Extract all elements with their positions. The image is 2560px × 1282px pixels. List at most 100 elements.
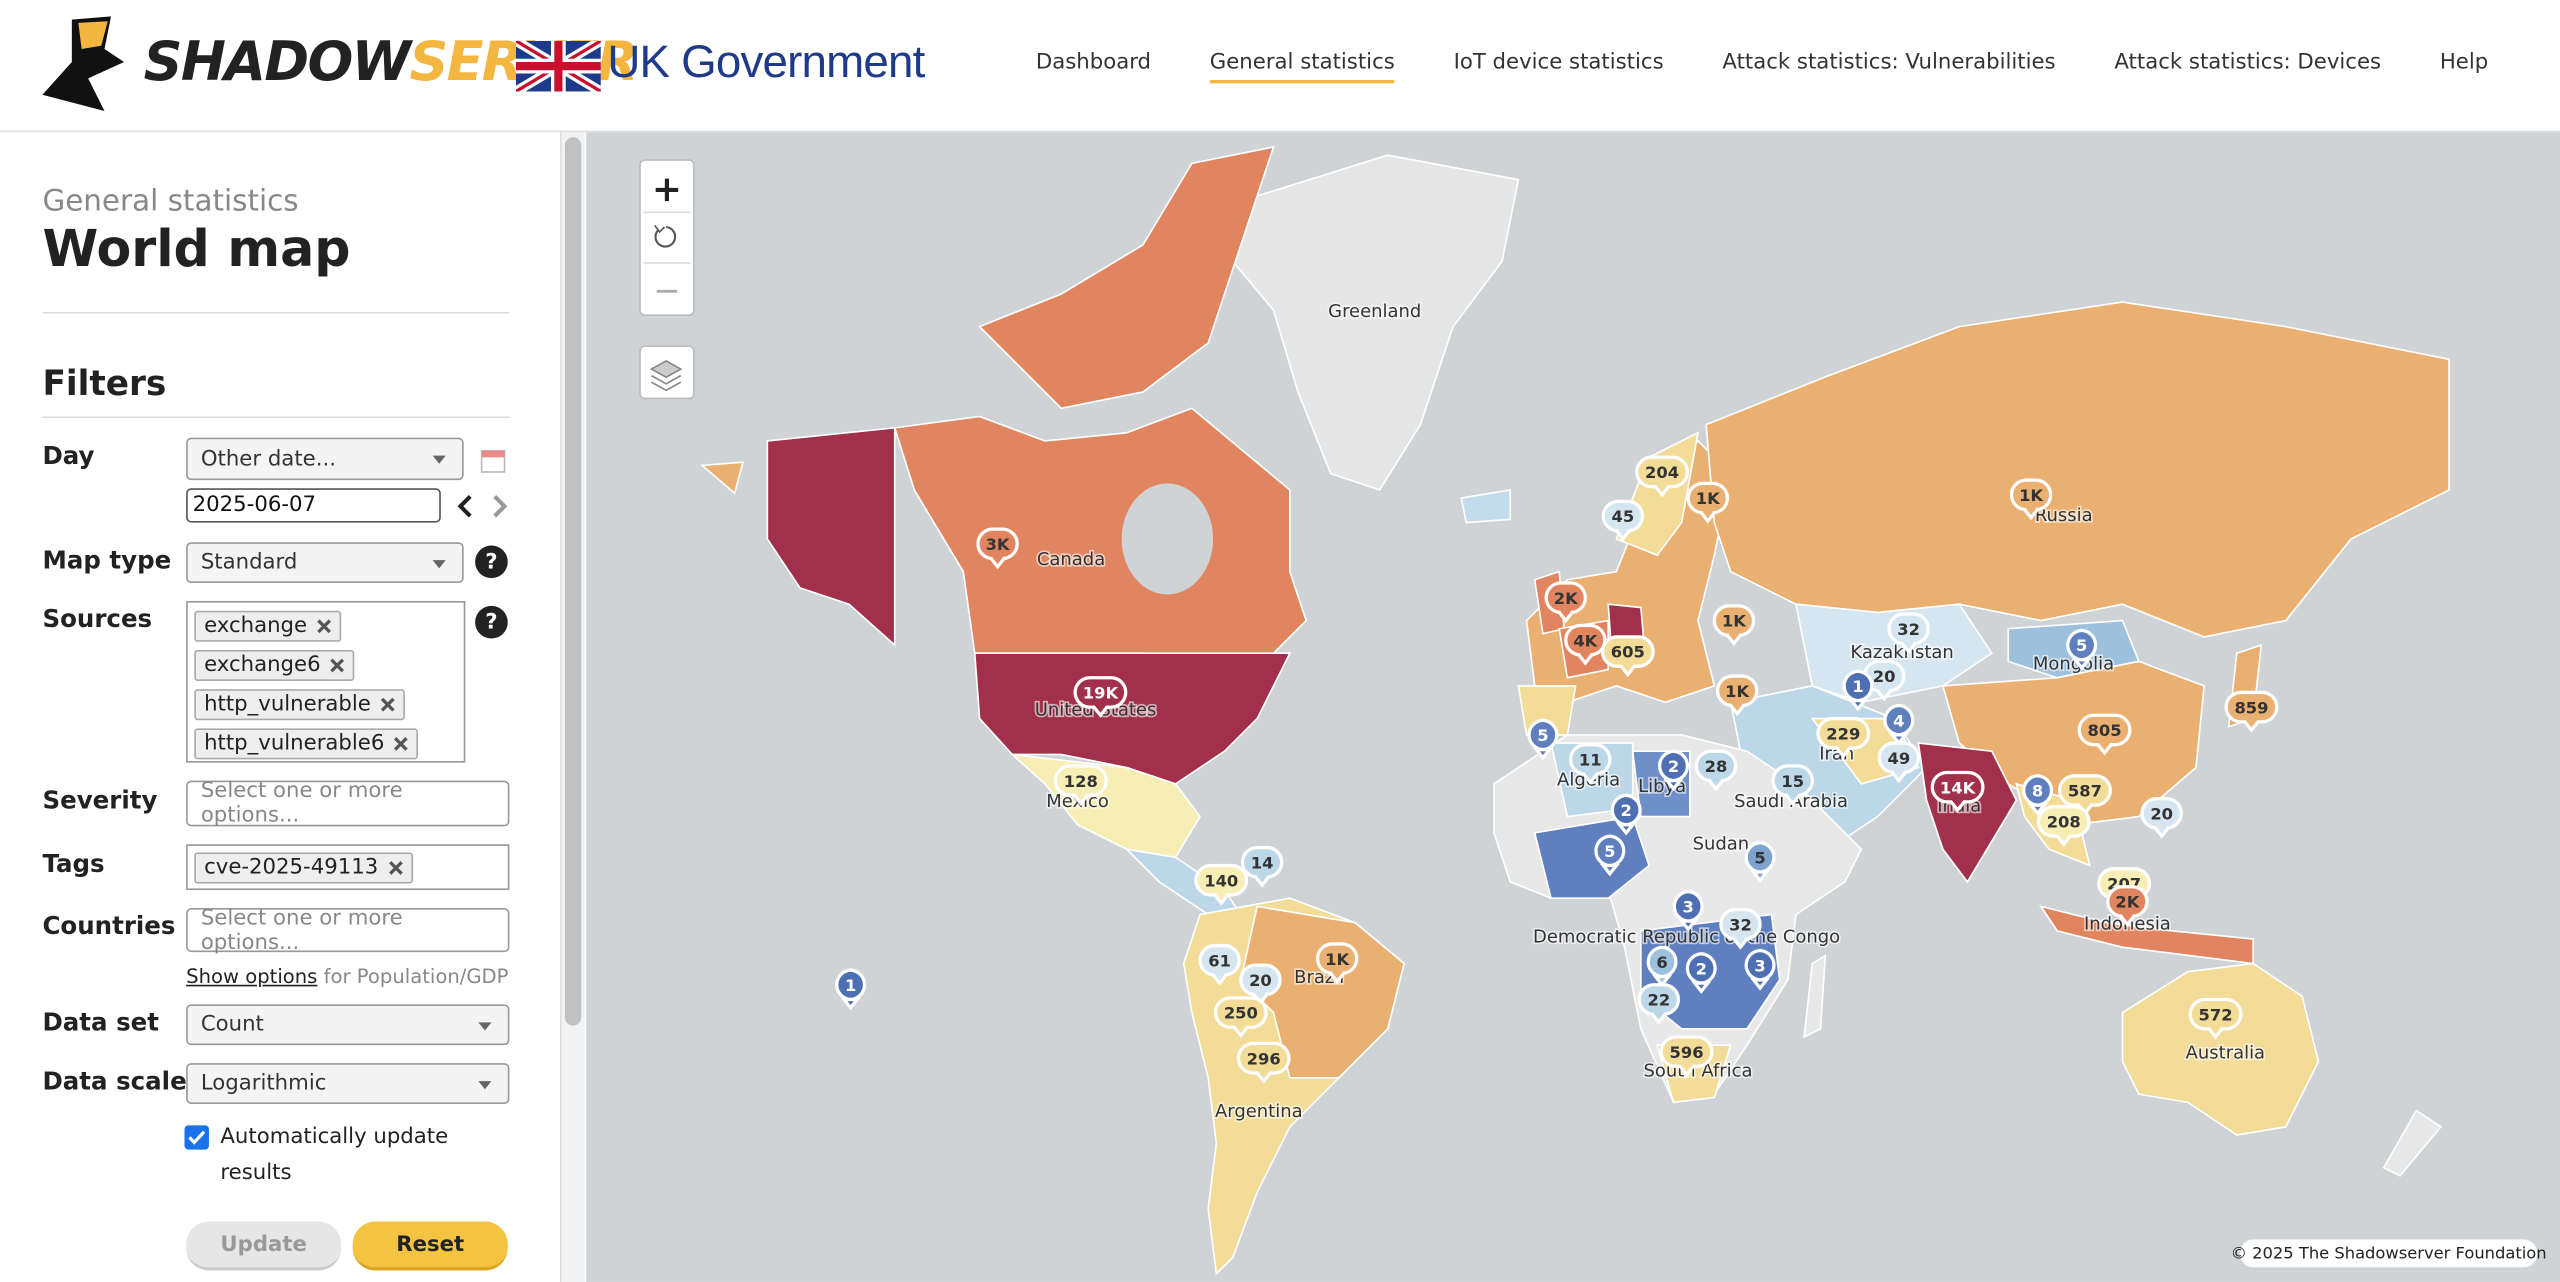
field-label: Map type <box>42 545 172 575</box>
date-arrows[interactable] <box>454 493 513 519</box>
tag-remove[interactable] <box>381 697 396 712</box>
marker[interactable]: 4 <box>1883 703 1915 746</box>
marker-label: 20 <box>2150 804 2173 823</box>
marker-label: 1K <box>1325 950 1350 969</box>
tag-remove[interactable] <box>394 737 409 752</box>
marker[interactable]: 250 <box>1213 996 1268 1038</box>
countries-input[interactable]: Select one or more options... <box>186 906 510 955</box>
marker[interactable]: 128 <box>1053 764 1108 807</box>
severity-input[interactable]: Select one or more options... <box>186 779 510 828</box>
nav-link[interactable]: General statistics <box>1209 51 1395 84</box>
marker[interactable]: 1K <box>1316 942 1359 985</box>
zoom-in[interactable]: + <box>652 169 682 210</box>
update-button[interactable]: Update <box>186 1221 342 1271</box>
marker[interactable]: 61 <box>1198 943 1241 986</box>
marker-pin <box>1877 741 1920 784</box>
show-options-link[interactable]: Show options <box>186 965 318 989</box>
marker[interactable]: 859 <box>2224 690 2279 733</box>
marker[interactable]: 32 <box>1719 908 1762 950</box>
marker[interactable]: 2 <box>1685 952 1717 994</box>
nav-link[interactable]: Attack statistics: Vulnerabilities <box>1722 50 2056 76</box>
marker-pin <box>1213 996 1268 1038</box>
nav-link[interactable]: Dashboard <box>1035 50 1152 76</box>
tag-remove[interactable] <box>317 619 332 634</box>
calendar-icon[interactable] <box>478 446 507 475</box>
marker[interactable]: 296 <box>1236 1041 1291 1084</box>
tag-remove[interactable] <box>388 861 403 876</box>
marker[interactable]: 3 <box>1744 948 1776 991</box>
marker-label: 14 <box>1251 853 1274 872</box>
marker[interactable]: 20 <box>1239 963 1282 1006</box>
marker-pin <box>1236 1041 1291 1084</box>
zoom-control[interactable]: + − <box>639 159 695 317</box>
marker-pin <box>2058 774 2112 816</box>
marker[interactable]: 140 <box>1194 863 1249 906</box>
marker[interactable]: 5 <box>1744 841 1776 883</box>
marker[interactable]: 4K <box>1564 623 1607 666</box>
marker-label: 2 <box>1668 757 1679 776</box>
marker-label: 208 <box>2047 813 2081 832</box>
marker[interactable]: 1K <box>1686 481 1729 524</box>
marker[interactable]: 15 <box>1771 764 1814 807</box>
marker[interactable]: 572 <box>2188 997 2243 1040</box>
marker[interactable]: 3 <box>1672 890 1704 932</box>
marker[interactable]: 805 <box>2077 713 2132 756</box>
marker[interactable]: 6 <box>1646 945 1678 988</box>
marker[interactable]: 32 <box>1887 612 1930 655</box>
marker[interactable]: 8 <box>2022 774 2054 816</box>
help-icon[interactable]: ? <box>475 605 508 639</box>
tags-box[interactable]: cve-2025-49113 <box>186 844 510 891</box>
marker[interactable]: 3K <box>976 527 1019 570</box>
marker[interactable]: 49 <box>1877 741 1920 784</box>
marker[interactable]: 229 <box>1816 716 1871 759</box>
marker[interactable]: 2K <box>1544 581 1587 624</box>
marker[interactable]: 587 <box>2058 774 2112 816</box>
date-input[interactable]: 2025-06-07 <box>186 488 441 523</box>
marker[interactable]: 20 <box>2140 796 2183 839</box>
reset-button[interactable]: Reset <box>352 1221 508 1271</box>
zoom-out[interactable]: − <box>653 271 680 309</box>
marker[interactable]: 208 <box>2036 805 2091 847</box>
marker[interactable]: 1K <box>1716 674 1759 717</box>
data-scale-select[interactable]: Logarithmic <box>186 1063 510 1104</box>
tag-remove[interactable] <box>330 658 345 673</box>
marker-pin <box>1646 945 1678 988</box>
marker[interactable]: 1 <box>1842 669 1874 712</box>
nav-link[interactable]: Attack statistics: Devices <box>2114 50 2382 76</box>
filters-heading: Filters <box>42 364 167 404</box>
marker[interactable]: 2 <box>1610 793 1642 836</box>
layers-control[interactable] <box>639 345 695 400</box>
map-type-select[interactable]: Standard <box>186 542 464 584</box>
marker[interactable]: 11 <box>1569 743 1612 785</box>
marker-pin <box>1527 718 1559 761</box>
sources-box[interactable]: exchange exchange6 http_vulnerable http_vul… <box>186 600 466 763</box>
data-set-select[interactable]: Count <box>186 1004 510 1046</box>
marker[interactable]: 204 <box>1635 455 1689 498</box>
marker[interactable]: 5 <box>1594 834 1626 877</box>
marker[interactable]: 5 <box>1527 718 1559 761</box>
marker[interactable]: 45 <box>1601 499 1645 542</box>
marker[interactable]: 1K <box>1712 604 1756 647</box>
marker[interactable]: 19K <box>1073 676 1128 718</box>
marker-pin <box>1659 1035 1714 1078</box>
marker[interactable]: 14K <box>1930 770 1985 813</box>
marker[interactable]: 2 <box>1658 749 1689 792</box>
marker[interactable]: 1K <box>2009 478 2053 521</box>
marker[interactable]: 605 <box>1600 635 1655 678</box>
day-select[interactable]: Other date... <box>186 437 464 481</box>
marker[interactable]: 28 <box>1694 749 1738 792</box>
marker[interactable]: 2K <box>2106 885 2149 927</box>
marker[interactable]: 596 <box>1659 1035 1714 1078</box>
marker[interactable]: 20 <box>1862 659 1906 702</box>
marker[interactable]: 14 <box>1240 845 1284 888</box>
nav-link[interactable]: IoT device statistics <box>1453 50 1664 76</box>
auto-update-checkbox[interactable] <box>184 1125 209 1150</box>
marker[interactable]: 22 <box>1637 983 1680 1025</box>
marker[interactable]: 5 <box>2066 628 2098 671</box>
tag-text: exchange <box>204 614 308 639</box>
nav-link[interactable]: Help <box>2439 50 2489 76</box>
scrollbar-thumb[interactable] <box>564 137 582 1026</box>
marker[interactable]: 1 <box>835 968 867 1011</box>
help-icon[interactable]: ? <box>475 545 508 579</box>
